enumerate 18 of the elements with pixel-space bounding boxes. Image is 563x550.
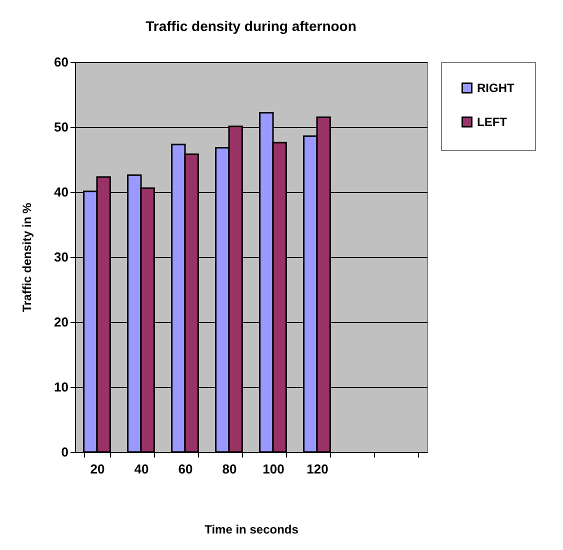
legend-label: RIGHT [477, 81, 515, 95]
chart-title: Traffic density during afternoon [146, 18, 356, 34]
x-axis-title: Time in seconds [204, 522, 299, 536]
x-tick-label: 20 [90, 462, 105, 476]
legend-label: LEFT [477, 115, 508, 129]
y-tick-label: 50 [54, 120, 68, 134]
y-tick-label: 30 [54, 250, 68, 264]
x-tick-label: 120 [306, 462, 328, 476]
x-tick-label: 80 [222, 462, 237, 476]
y-tick-label: 10 [54, 380, 68, 394]
y-tick-label: 0 [61, 444, 68, 460]
y-axis-title: Traffic density in % [20, 202, 34, 312]
x-tick-label: 40 [134, 462, 149, 476]
y-tick-label: 40 [54, 184, 68, 200]
x-tick-label: 60 [178, 462, 193, 476]
y-tick-label: 20 [54, 314, 68, 330]
y-tick-label: 60 [54, 54, 68, 70]
x-tick-label: 100 [262, 462, 284, 476]
